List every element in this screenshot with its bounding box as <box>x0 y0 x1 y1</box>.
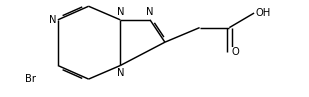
Text: N: N <box>116 7 124 17</box>
Text: Br: Br <box>25 74 36 84</box>
Text: N: N <box>116 68 124 78</box>
Text: N: N <box>49 15 57 25</box>
Text: OH: OH <box>255 8 270 18</box>
Text: N: N <box>146 7 154 17</box>
Text: O: O <box>231 47 239 57</box>
